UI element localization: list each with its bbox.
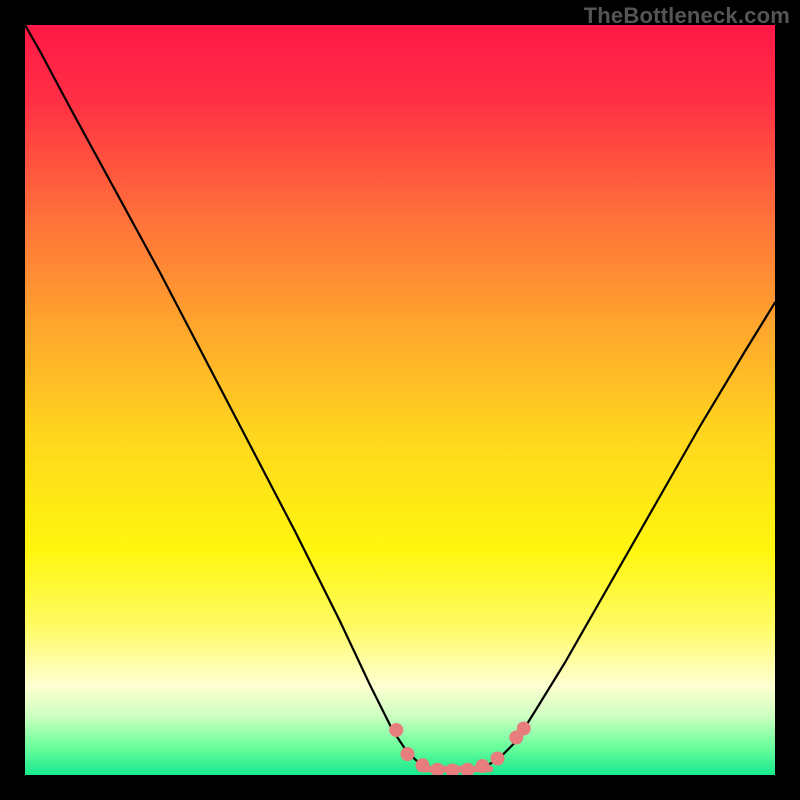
curve-marker bbox=[431, 763, 444, 775]
curve-marker bbox=[401, 748, 414, 761]
curve-marker bbox=[390, 724, 403, 737]
curve-marker bbox=[446, 764, 459, 775]
chart-frame: TheBottleneck.com bbox=[0, 0, 800, 800]
chart-plot-area bbox=[25, 25, 775, 775]
curve-marker bbox=[517, 722, 530, 735]
curve-marker bbox=[461, 763, 474, 775]
gradient-background bbox=[25, 25, 775, 775]
curve-marker bbox=[476, 760, 489, 773]
chart-svg bbox=[25, 25, 775, 775]
curve-marker bbox=[491, 752, 504, 765]
curve-marker bbox=[416, 759, 429, 772]
